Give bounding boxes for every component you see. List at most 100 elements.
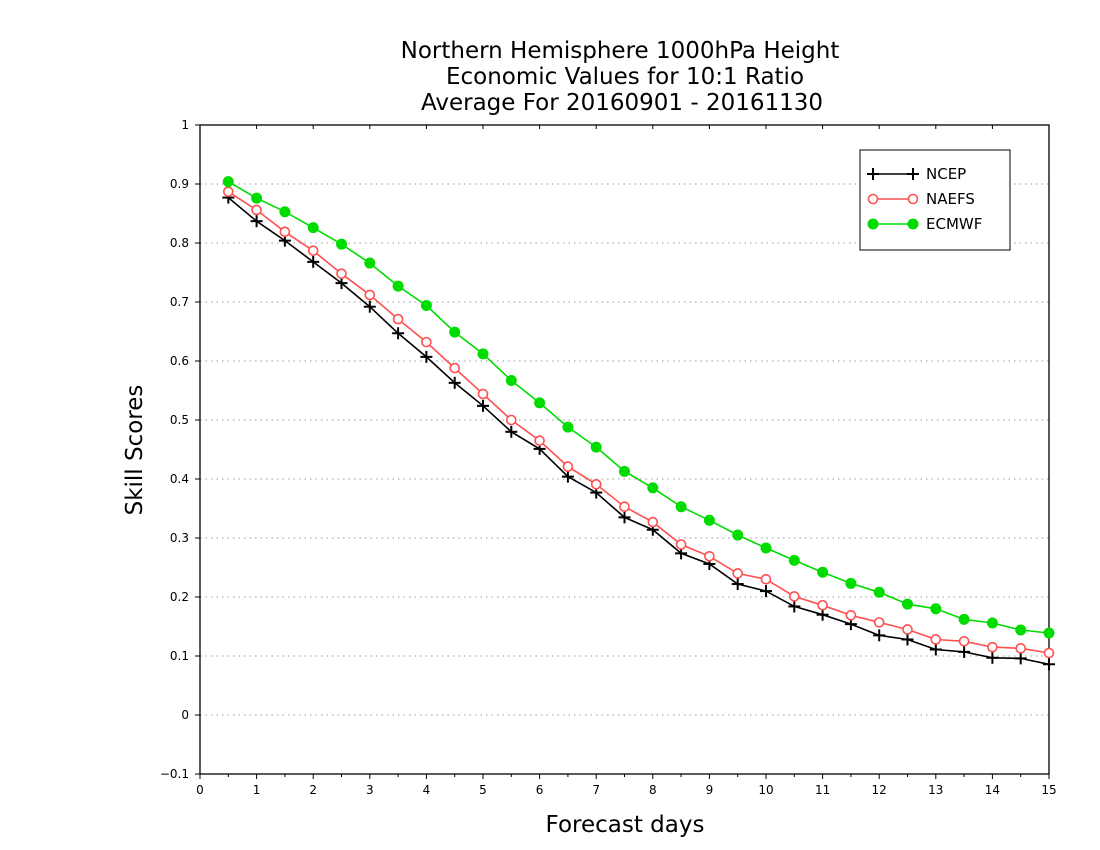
x-tick-label: 5	[479, 783, 487, 797]
x-tick-label: 11	[815, 783, 830, 797]
data-point	[987, 641, 998, 653]
legend-marker	[867, 193, 879, 205]
data-point	[562, 421, 574, 433]
axis-ticks: −0.100.10.20.30.40.50.60.70.80.910 1 2 3 4 5 6…	[160, 118, 1057, 797]
y-tick-label: −0.1	[160, 767, 189, 781]
data-point	[732, 529, 744, 541]
data-point	[448, 376, 461, 389]
data-point	[958, 635, 970, 647]
data-point	[760, 573, 772, 585]
x-tick-label: 6	[536, 783, 544, 797]
data-point	[505, 425, 518, 438]
data-point	[986, 617, 998, 629]
legend-marker	[907, 218, 919, 230]
x-tick-label: 9	[706, 783, 714, 797]
legend-label: ECMWF	[926, 215, 982, 233]
data-point	[1014, 652, 1027, 665]
data-point	[958, 645, 971, 658]
data-point	[788, 591, 800, 602]
data-point	[675, 539, 687, 550]
data-point	[421, 336, 432, 348]
legend: NCEP NAEFS ECMWF	[859, 149, 1011, 251]
legend-label: NCEP	[926, 165, 966, 183]
x-tick-label: 12	[872, 783, 887, 797]
y-tick-label: 0.3	[170, 531, 189, 545]
data-point	[335, 277, 348, 290]
title-line-1: Northern Hemisphere 1000hPa Height	[401, 38, 840, 64]
x-axis-label: Forecast days	[546, 812, 705, 838]
data-point	[590, 479, 602, 490]
y-tick-label: 0.5	[170, 413, 189, 427]
data-point	[449, 362, 461, 374]
data-point	[845, 609, 857, 621]
data-point	[703, 514, 715, 526]
data-point	[760, 542, 772, 554]
data-point	[1015, 624, 1027, 636]
data-point	[902, 598, 913, 610]
data-point	[1043, 658, 1055, 671]
data-point	[562, 461, 574, 472]
data-point	[817, 566, 829, 578]
data-point	[364, 257, 376, 269]
data-point	[788, 554, 800, 566]
series-line-ncep	[227, 196, 1050, 666]
y-tick-label: 0	[181, 708, 189, 722]
y-tick-label: 0.8	[170, 236, 189, 250]
data-point	[505, 414, 517, 426]
data-point	[364, 289, 376, 301]
grid	[200, 183, 1049, 716]
x-tick-label: 15	[1041, 783, 1056, 797]
y-tick-label: 0.2	[170, 590, 189, 604]
x-tick-label: 2	[309, 783, 317, 797]
data-point	[732, 568, 744, 579]
y-axis-label: Skill Scores	[122, 385, 148, 516]
data-point	[845, 577, 857, 589]
x-tick-label: 4	[423, 783, 431, 797]
y-tick-label: 0.4	[170, 472, 189, 486]
data-point	[449, 326, 461, 338]
data-point	[590, 441, 602, 453]
data-point	[1043, 647, 1055, 659]
data-point	[618, 511, 631, 524]
legend-entry-ncep: NCEP	[867, 165, 966, 183]
data-point	[222, 176, 234, 188]
data-point	[704, 550, 715, 562]
data-point	[279, 226, 291, 238]
data-point	[760, 585, 772, 598]
data-point	[392, 313, 404, 325]
data-point	[873, 617, 885, 628]
series	[222, 176, 1055, 671]
data-point	[647, 516, 659, 528]
x-tick-label: 14	[985, 783, 1000, 797]
y-tick-label: 0.7	[170, 295, 189, 309]
legend-marker	[907, 193, 919, 205]
data-point	[731, 578, 744, 591]
data-point	[619, 465, 630, 477]
data-point	[788, 600, 801, 613]
y-tick-label: 0.6	[170, 354, 189, 368]
x-tick-label: 10	[758, 783, 773, 797]
y-tick-label: 1	[181, 118, 189, 132]
legend-marker	[907, 168, 919, 180]
data-point	[477, 348, 489, 360]
title-line-2: Economic Values for 10:1 Ratio	[446, 64, 804, 90]
data-point	[505, 374, 517, 386]
data-point	[1015, 643, 1027, 654]
x-tick-label: 0	[196, 783, 204, 797]
x-tick-label: 8	[649, 783, 657, 797]
x-tick-label: 7	[592, 783, 600, 797]
data-point	[561, 470, 574, 483]
data-point	[817, 599, 828, 611]
series-ecmwf	[222, 176, 1055, 639]
data-point	[336, 238, 347, 250]
x-tick-label: 1	[253, 783, 261, 797]
data-point	[477, 399, 489, 412]
data-point	[223, 186, 234, 197]
series-line-naefs	[227, 191, 1050, 654]
data-point	[1043, 627, 1055, 639]
data-point	[392, 327, 405, 340]
data-point	[929, 643, 942, 656]
data-point	[930, 603, 942, 615]
data-point	[250, 215, 263, 228]
